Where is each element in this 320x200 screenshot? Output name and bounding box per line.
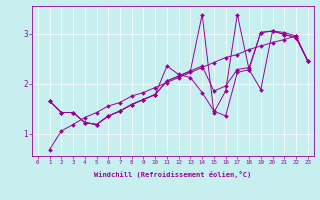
X-axis label: Windchill (Refroidissement éolien,°C): Windchill (Refroidissement éolien,°C) <box>94 171 252 178</box>
